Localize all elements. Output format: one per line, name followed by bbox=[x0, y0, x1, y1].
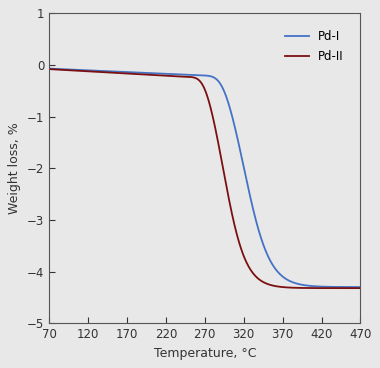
X-axis label: Temperature, °C: Temperature, °C bbox=[154, 347, 256, 360]
Line: Pd-I: Pd-I bbox=[49, 68, 361, 287]
Pd-II bbox=[349, 286, 353, 290]
Pd-I bbox=[190, 73, 195, 77]
Pd-I bbox=[292, 281, 296, 285]
Line: Pd-II: Pd-II bbox=[49, 69, 361, 288]
Pd-II bbox=[358, 286, 363, 290]
Pd-II bbox=[198, 79, 203, 84]
Y-axis label: Weight loss, %: Weight loss, % bbox=[8, 123, 21, 214]
Pd-I bbox=[349, 285, 354, 289]
Pd-I bbox=[63, 67, 67, 71]
Pd-II bbox=[190, 75, 195, 79]
Pd-II bbox=[47, 67, 51, 71]
Legend: Pd-I, Pd-II: Pd-I, Pd-II bbox=[280, 25, 348, 68]
Pd-II bbox=[292, 286, 296, 290]
Pd-I bbox=[47, 66, 51, 71]
Pd-II bbox=[349, 286, 354, 290]
Pd-I bbox=[358, 285, 363, 289]
Pd-II bbox=[63, 68, 67, 72]
Pd-I bbox=[198, 73, 203, 78]
Pd-I bbox=[349, 285, 353, 289]
